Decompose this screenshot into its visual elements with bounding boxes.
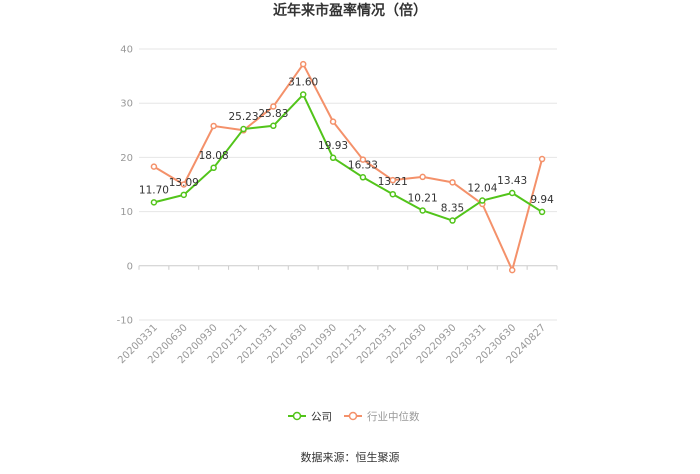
industry-median-point[interactable] — [299, 60, 307, 68]
company-data-label: 13.21 — [378, 176, 408, 188]
company-data-label: 11.70 — [139, 184, 169, 196]
company-data-label: 16.33 — [348, 159, 378, 171]
company-point[interactable] — [419, 207, 426, 214]
industry-median-point[interactable] — [359, 156, 367, 163]
company-data-label: 13.09 — [169, 177, 199, 189]
data-source: 数据来源：恒生聚源 — [301, 450, 400, 464]
company-point[interactable] — [210, 164, 217, 172]
legend-marker-icon — [292, 411, 302, 421]
company-point[interactable] — [359, 174, 367, 181]
legend[interactable]: 公司 行业中位数 — [288, 410, 420, 423]
company-data-label: 9.94 — [530, 194, 554, 206]
y-tick-label: -10 — [117, 316, 133, 327]
company-point[interactable] — [240, 125, 247, 133]
company-point[interactable] — [299, 91, 307, 98]
y-tick-label: 30 — [120, 99, 133, 110]
legend-item-industry-median[interactable]: 行业中位数 — [344, 410, 420, 423]
y-tick-label: 0 — [127, 261, 133, 272]
y-tick-label: 20 — [120, 153, 133, 164]
industry-median-point[interactable] — [329, 118, 337, 125]
industry-median-point[interactable] — [538, 155, 546, 163]
company-data-label: 13.43 — [497, 175, 527, 187]
industry-median-point[interactable] — [508, 266, 516, 274]
company-point[interactable] — [479, 197, 486, 204]
chart-title: 近年来市盈率情况（倍） — [273, 2, 427, 19]
industry-median-point[interactable] — [270, 103, 277, 110]
industry-median-line — [153, 63, 544, 272]
industry-median-point[interactable] — [419, 173, 426, 181]
company-point[interactable] — [150, 199, 158, 206]
company-data-label: 25.83 — [258, 108, 288, 120]
company-data-label: 8.35 — [441, 203, 464, 215]
company-data-label: 18.08 — [199, 150, 229, 162]
legend-marker-icon — [348, 411, 358, 421]
company-data-label: 10.21 — [408, 192, 438, 204]
company-data-label: 25.23 — [228, 111, 258, 123]
grid-layer — [139, 48, 557, 321]
company-point[interactable] — [329, 154, 337, 162]
y-tick-label: 10 — [120, 207, 133, 218]
industry-median-point[interactable] — [150, 163, 158, 170]
company-point[interactable] — [389, 190, 397, 198]
x-axis-ticks: 2020033120200630202009302020123120210331… — [116, 265, 558, 366]
company-point[interactable] — [270, 122, 277, 130]
company-data-label: 12.04 — [467, 183, 497, 195]
company-point[interactable] — [508, 189, 516, 197]
legend-label: 公司 — [311, 411, 332, 423]
company-data-label: 31.60 — [288, 77, 318, 89]
industry-median-point[interactable] — [210, 122, 217, 130]
y-tick-label: 40 — [120, 45, 133, 56]
company-point[interactable] — [180, 191, 188, 199]
industry-median-point[interactable] — [449, 179, 456, 186]
legend-label: 行业中位数 — [367, 410, 420, 423]
series-layer — [150, 60, 546, 274]
company-line — [153, 93, 543, 222]
industry-median-point[interactable] — [180, 181, 188, 188]
company-data-label: 19.93 — [318, 140, 348, 152]
company-point[interactable] — [538, 208, 546, 216]
industry-median-point[interactable] — [389, 176, 397, 184]
y-axis-ticks: -10 0 10 20 30 40 — [117, 45, 133, 327]
legend-item-company[interactable]: 公司 — [288, 411, 332, 423]
company-point[interactable] — [449, 217, 456, 224]
